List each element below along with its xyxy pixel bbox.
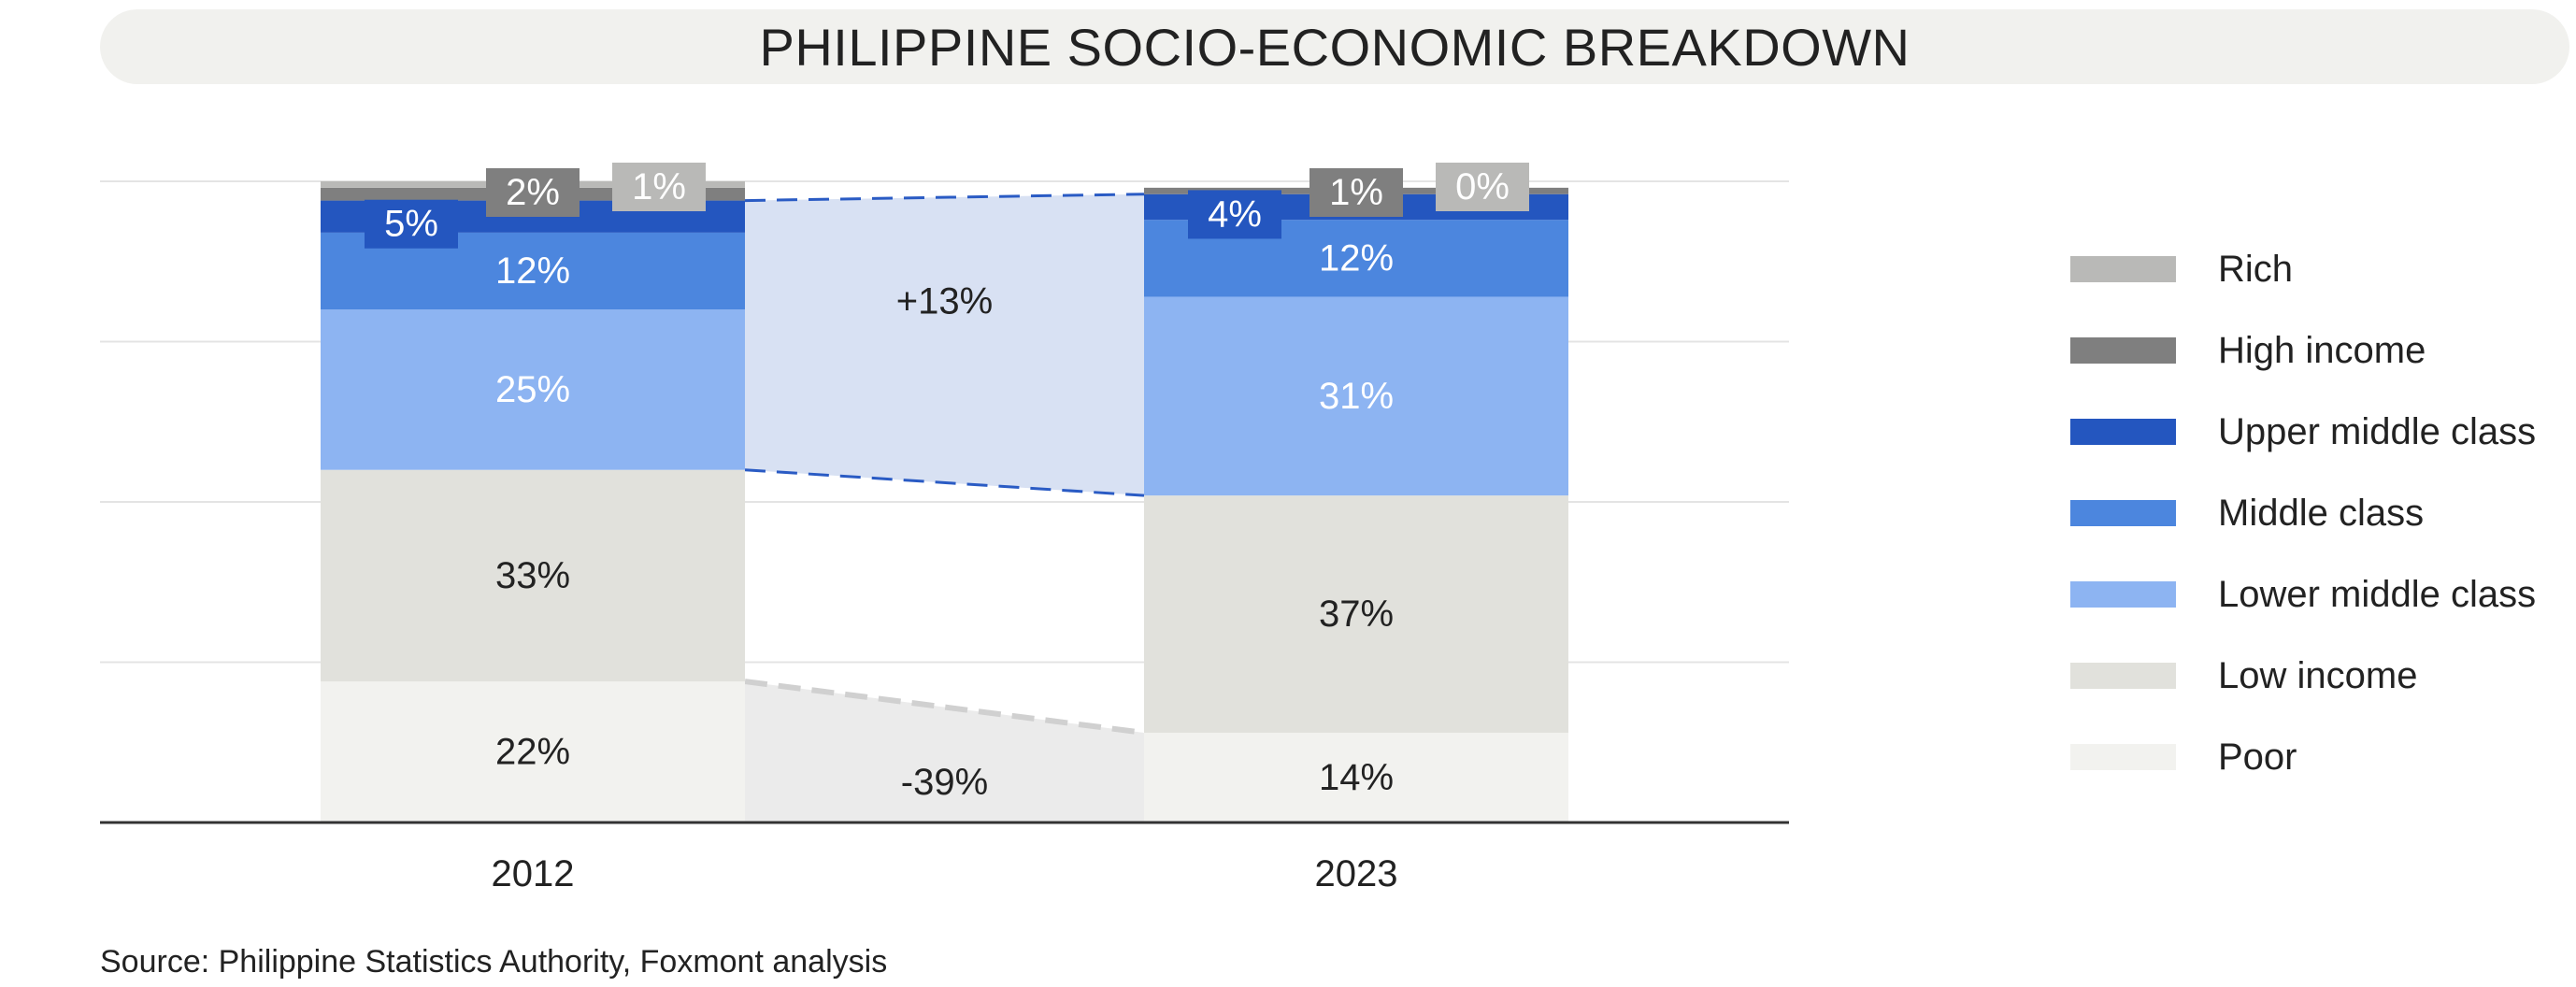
poor-change-band [745, 681, 1144, 822]
badge-2023-high-income [1309, 168, 1403, 217]
bar-2023-lower-middle-class [1144, 296, 1568, 496]
legend-item-poor: Poor [2070, 736, 2297, 778]
chart-title: PHILIPPINE SOCIO-ECONOMIC BREAKDOWN [759, 17, 1911, 77]
legend-label-upper-middle-class: Upper middle class [2218, 410, 2537, 452]
badge-2023-rich [1436, 163, 1529, 211]
legend-label-low-income: Low income [2218, 654, 2418, 696]
label-2012-poor: 22% [495, 732, 570, 773]
legend-swatch-poor [2070, 744, 2176, 770]
bar-2012-low-income [321, 469, 745, 682]
annotation-middle-change: +13% [896, 280, 993, 322]
source-note: Source: Philippine Statistics Authority,… [100, 944, 888, 980]
label-2023-rich: 0% [1455, 166, 1510, 207]
bar-2023-poor [1144, 732, 1568, 822]
legend-item-upper-middle-class: Upper middle class [2070, 410, 2537, 452]
legend-item-low-income: Low income [2070, 654, 2418, 696]
chart-title-bar: PHILIPPINE SOCIO-ECONOMIC BREAKDOWN [100, 9, 2569, 84]
x-tick-2012: 2012 [492, 853, 575, 894]
bar-2023-low-income [1144, 495, 1568, 733]
badge-2012-rich [612, 163, 706, 211]
middle-band-bottom-dash [744, 468, 1145, 497]
legend-label-poor: Poor [2218, 736, 2297, 778]
legend-item-middle-class: Middle class [2070, 492, 2425, 534]
label-2012-rich: 1% [632, 166, 686, 207]
label-2012-low-income: 33% [495, 555, 570, 596]
bar-2012-lower-middle-class [321, 309, 745, 470]
legend-label-high-income: High income [2218, 329, 2426, 371]
legend-label-middle-class: Middle class [2218, 492, 2425, 534]
legend-label-rich: Rich [2218, 248, 2294, 290]
badge-2012-upper-middle-class [365, 199, 458, 249]
badge-2012-high-income [486, 168, 580, 217]
label-2012-middle-class: 12% [495, 250, 570, 292]
legend-item-rich: Rich [2070, 248, 2294, 290]
x-tick-2023: 2023 [1315, 853, 1398, 894]
middle-band-top-dash [744, 193, 1145, 203]
legend-swatch-upper-middle-class [2070, 419, 2176, 445]
label-2012-lower-middle-class: 25% [495, 369, 570, 410]
label-2023-middle-class: 12% [1319, 237, 1394, 279]
legend-swatch-low-income [2070, 663, 2176, 689]
legend-swatch-high-income [2070, 337, 2176, 364]
label-2012-high-income: 2% [506, 172, 560, 213]
legend-label-lower-middle-class: Lower middle class [2218, 573, 2537, 615]
bar-2012-poor [321, 681, 745, 822]
legend-item-high-income: High income [2070, 329, 2426, 371]
legend-swatch-lower-middle-class [2070, 581, 2176, 608]
middle-class-change-band [745, 193, 1144, 496]
annotation-poor-change: -39% [901, 762, 988, 803]
label-2023-lower-middle-class: 31% [1319, 376, 1394, 417]
label-2023-upper-middle-class: 4% [1208, 193, 1262, 235]
legend-swatch-middle-class [2070, 500, 2176, 526]
legend-swatch-rich [2070, 256, 2176, 282]
legend-item-lower-middle-class: Lower middle class [2070, 573, 2537, 615]
label-2023-high-income: 1% [1329, 172, 1383, 213]
label-2012-upper-middle-class: 5% [384, 204, 438, 245]
badge-2023-upper-middle-class [1188, 190, 1281, 239]
label-2023-low-income: 37% [1319, 594, 1394, 635]
label-2023-poor: 14% [1319, 757, 1394, 798]
